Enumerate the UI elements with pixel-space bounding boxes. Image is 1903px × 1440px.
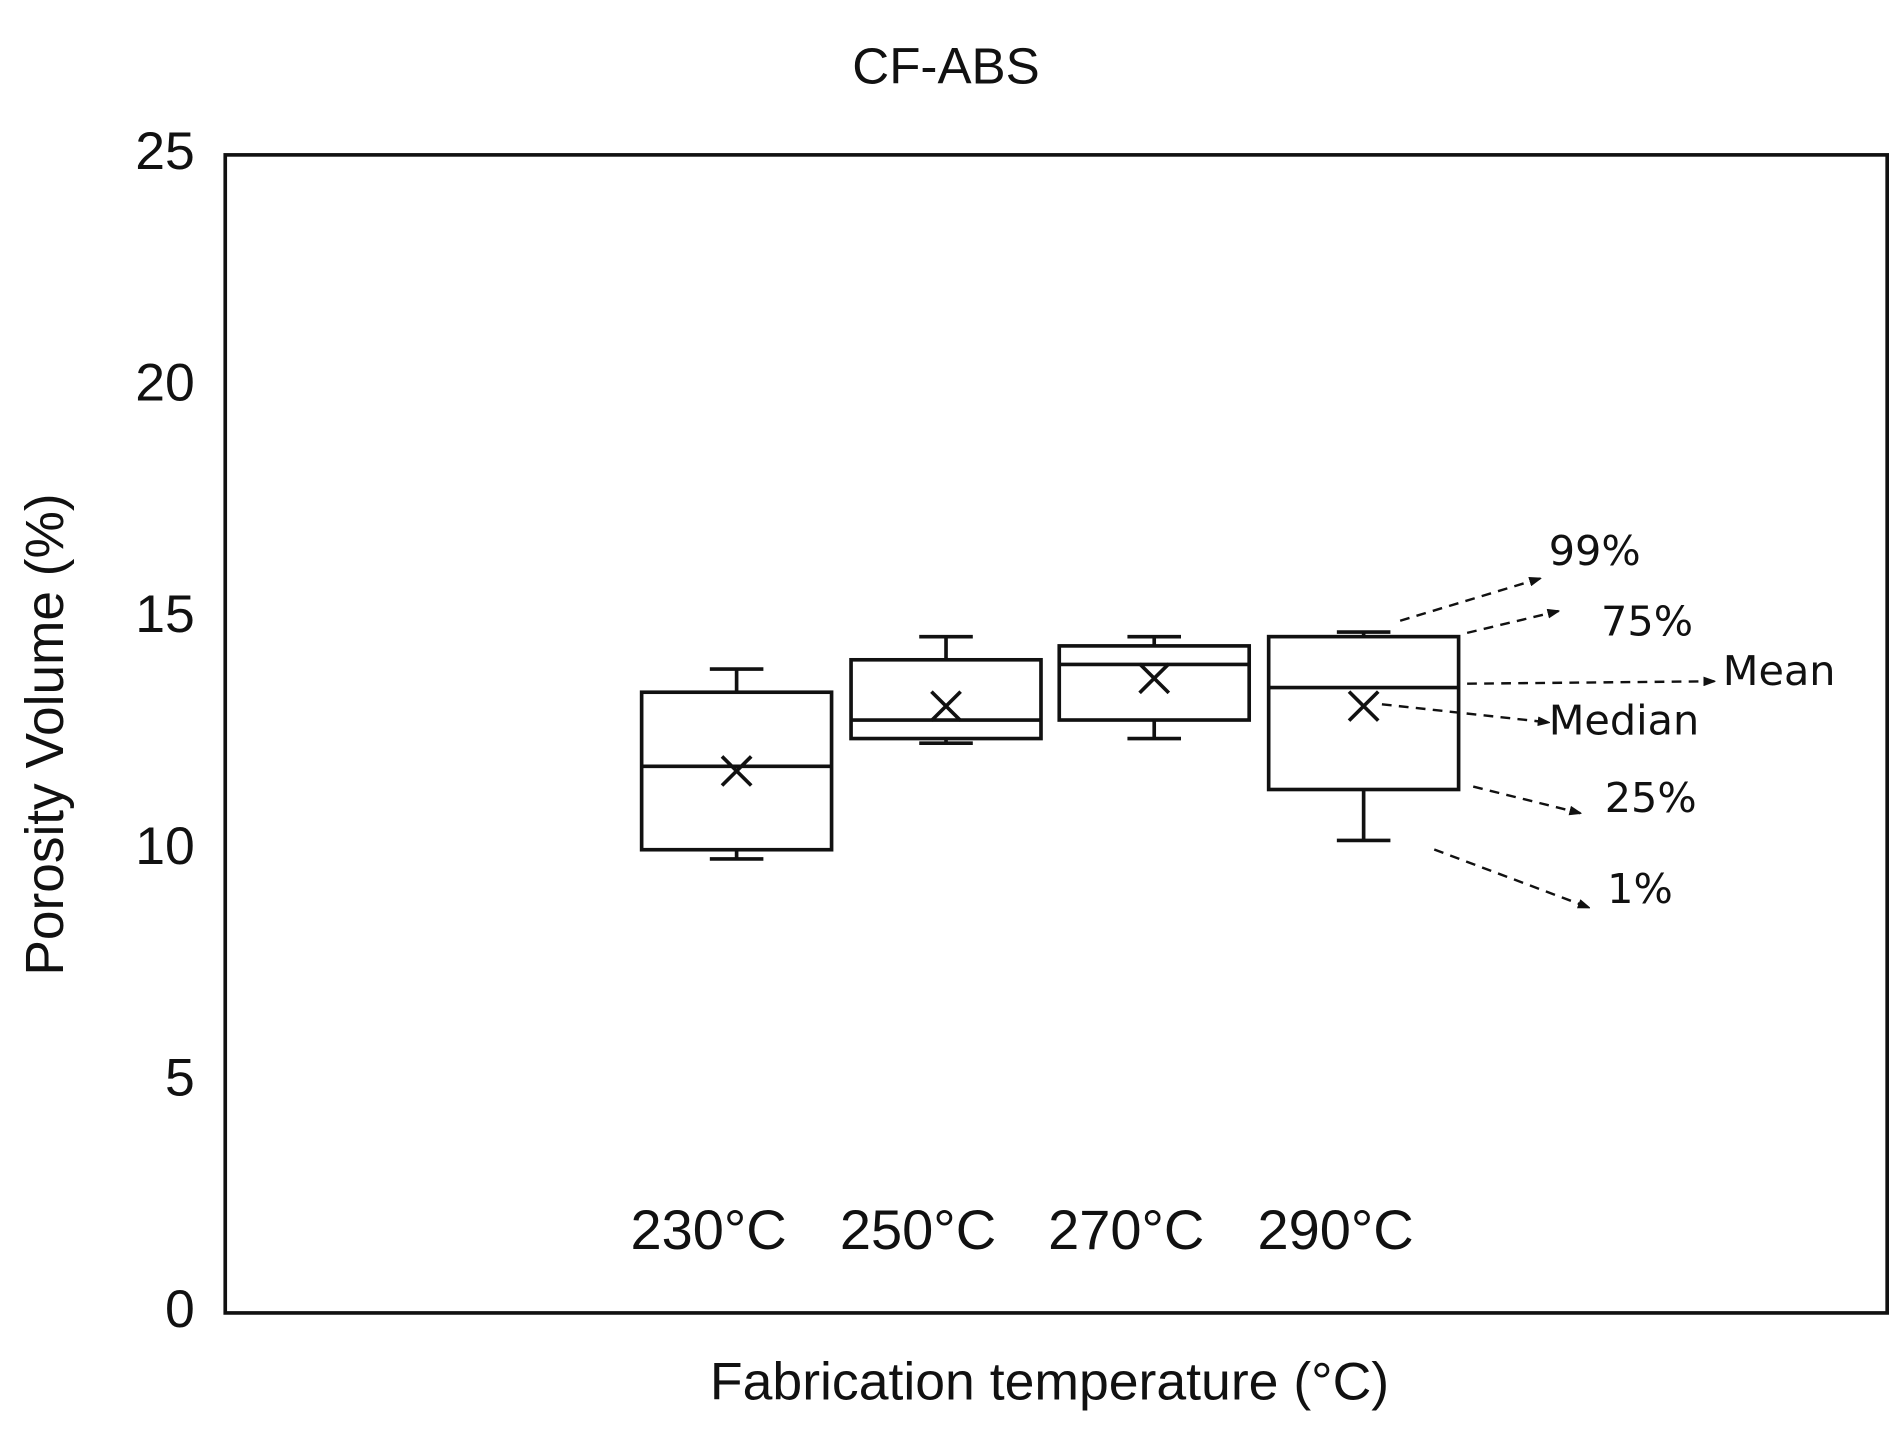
y-tick-label: 10 bbox=[135, 817, 195, 876]
annotation: Mean bbox=[1723, 647, 1836, 695]
y-tick-label: 0 bbox=[165, 1280, 195, 1339]
x-axis-label: Fabrication temperature (°C) bbox=[710, 1353, 1389, 1412]
annotation: 75% bbox=[1601, 597, 1693, 645]
y-tick-label: 15 bbox=[135, 585, 195, 644]
box bbox=[639, 690, 834, 852]
y-tick-label: 5 bbox=[165, 1049, 195, 1108]
annotation: 25% bbox=[1605, 774, 1697, 822]
box bbox=[1057, 644, 1252, 722]
box bbox=[849, 657, 1043, 741]
chart-title: CF-ABS bbox=[852, 38, 1039, 95]
mean-marker bbox=[1138, 662, 1171, 695]
mean-marker bbox=[930, 690, 962, 722]
x-tick-label: 230°C bbox=[630, 1198, 786, 1261]
annotation: 1% bbox=[1607, 865, 1673, 913]
mean-marker bbox=[1347, 690, 1380, 722]
plot-frame bbox=[223, 153, 1889, 1315]
box bbox=[1266, 634, 1461, 792]
annotation: 99% bbox=[1549, 527, 1641, 575]
annotation: Median bbox=[1549, 697, 1700, 745]
y-tick-label: 20 bbox=[135, 354, 195, 413]
x-tick-label: 250°C bbox=[840, 1198, 996, 1261]
y-axis-label: Porosity Volume (%) bbox=[16, 493, 75, 975]
x-tick-label: 270°C bbox=[1048, 1198, 1204, 1261]
y-tick-label: 25 bbox=[135, 122, 195, 181]
annotation-arrows bbox=[1381, 578, 1714, 909]
mean-marker bbox=[720, 755, 753, 787]
x-tick-label: 290°C bbox=[1257, 1198, 1413, 1261]
